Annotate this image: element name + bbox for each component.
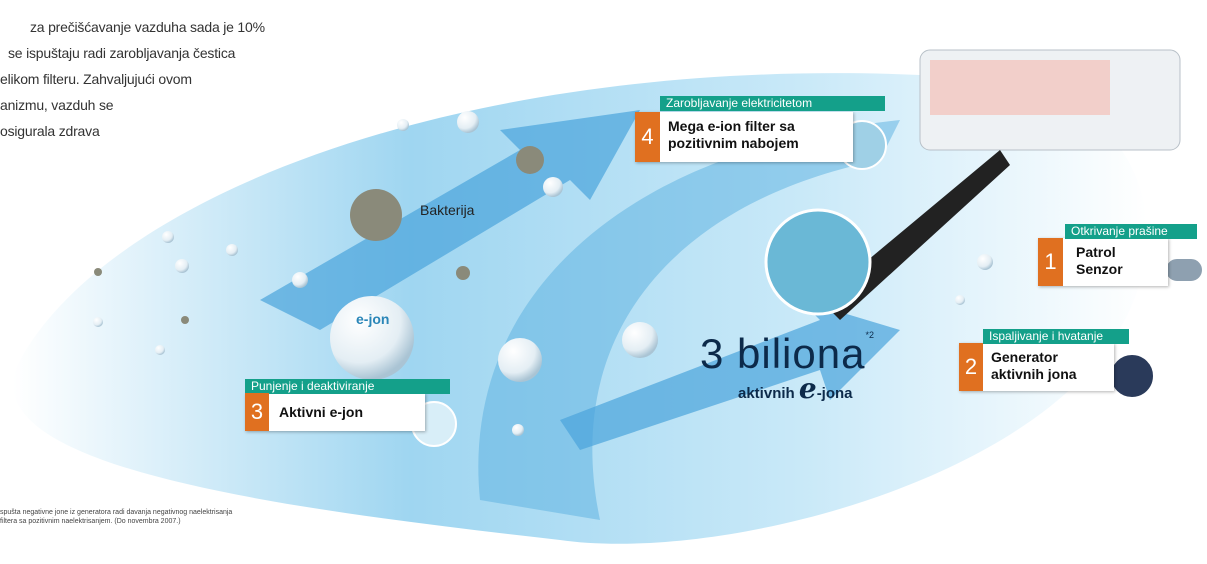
- step-text: Generator: [991, 349, 1058, 365]
- step-header: Punjenje i deaktiviranje: [245, 379, 450, 394]
- step-header: Otkrivanje prašine: [1065, 224, 1197, 239]
- bubble: [955, 295, 965, 305]
- step-number: 3: [245, 393, 269, 431]
- intro-line: osigurala zdrava: [0, 123, 100, 139]
- footnote: spušta negativne jone iz generatora radi…: [0, 508, 232, 526]
- bubble: [977, 254, 993, 270]
- step-text: Senzor: [1076, 261, 1123, 277]
- ion-bubble: [330, 296, 414, 380]
- bubble: [162, 231, 174, 243]
- intro: za prečišćavanje vazduha sada je 10% se …: [0, 14, 265, 144]
- arrow: [260, 110, 640, 330]
- bubble: [622, 322, 658, 358]
- step-number: 4: [635, 112, 660, 162]
- bubble: [543, 177, 563, 197]
- bubble: [226, 244, 238, 256]
- step-number: 2: [959, 343, 983, 391]
- step-body: [635, 112, 853, 162]
- zoom-circle: [764, 208, 872, 316]
- footnote-line: filtera sa pozitivnim naelektrisanjem. (…: [0, 518, 181, 525]
- intro-line: se ispuštaju radi zarobljavanja čestica: [8, 45, 236, 61]
- bubbles: [93, 111, 993, 436]
- step-text: pozitivnim nabojem: [668, 135, 799, 151]
- filter: [930, 60, 1110, 115]
- step-header: Zarobljavanje elektricitetom: [660, 96, 885, 111]
- step-body: [959, 343, 1114, 391]
- bubble: [457, 111, 479, 133]
- step-text: aktivnih jona: [991, 366, 1077, 382]
- headline-note: *2: [865, 330, 874, 340]
- headline-suffix: -jona: [816, 385, 853, 402]
- arrow: [560, 300, 900, 450]
- bubble: [93, 317, 103, 327]
- step-text: Patrol: [1076, 244, 1116, 260]
- ion-label: e-jon: [356, 311, 390, 327]
- headline: 3 biliona*2 aktivnih e-jona: [700, 330, 874, 405]
- bubble: [292, 272, 308, 288]
- headline-main: 3 biliona: [700, 330, 866, 377]
- bacterium: [181, 316, 189, 324]
- footnote-line: spušta negativne jone iz generatora radi…: [0, 509, 233, 516]
- bacterium: [456, 266, 470, 280]
- step-header: Ispaljivanje i hvatanje: [983, 329, 1129, 344]
- headline-letter: e: [798, 372, 817, 405]
- generator-icon: [1109, 353, 1155, 399]
- bacteria: [94, 146, 544, 324]
- intro-line: anizmu, vazduh se: [0, 97, 114, 113]
- step-text: Mega e-ion filter sa: [668, 118, 795, 134]
- step-body: [245, 393, 425, 431]
- bacterium: [94, 268, 102, 276]
- bubble: [512, 424, 524, 436]
- sensor-icon: [1164, 257, 1204, 283]
- bubble: [155, 345, 165, 355]
- bubble: [397, 119, 409, 131]
- step-number: 1: [1038, 238, 1063, 286]
- bubble: [498, 338, 542, 382]
- intro-line: elikom filteru. Zahvaljujući ovom: [0, 71, 192, 87]
- bacterium: [350, 189, 402, 241]
- bubble: [175, 259, 189, 273]
- bacteria-label: Bakterija: [420, 202, 475, 218]
- step-text: Aktivni e-jon: [279, 404, 364, 420]
- bacterium: [516, 146, 544, 174]
- headline-prefix: aktivnih: [738, 385, 795, 402]
- intro-line: za prečišćavanje vazduha sada je 10%: [30, 19, 265, 35]
